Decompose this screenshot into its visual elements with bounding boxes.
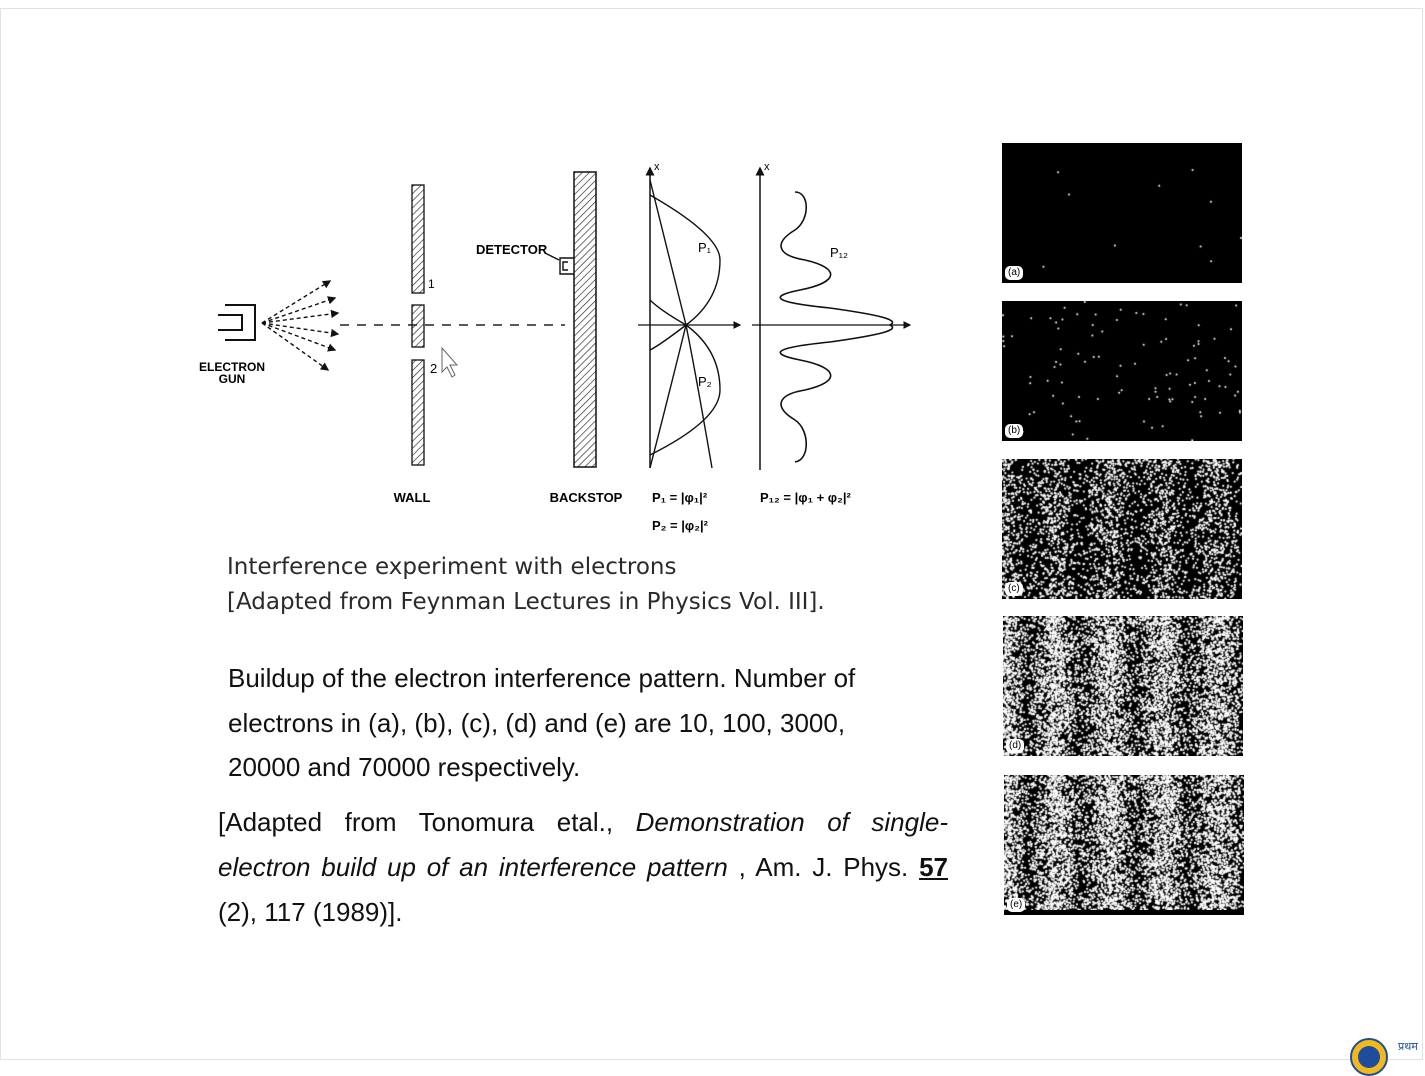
electron-gun-label: ELECTRON [199,360,265,374]
cursor-icon [441,346,459,378]
backstop-label: BACKSTOP [550,490,623,505]
detector-icon [544,252,574,275]
panel-d: (d) [1003,616,1243,756]
logo-text: प्रथम [1398,1042,1418,1053]
caption-line-1: Interference experiment with electrons [227,554,677,580]
institute-logo-icon [1350,1038,1388,1076]
wall [411,184,425,466]
two-slit-diagram: ELECTRON GUN 1 2 DETECTOR x P₁ P [199,161,912,533]
panel-c: (c) [1002,459,1242,599]
panel-d-dots [1003,616,1243,756]
electron-gun-label-2: GUN [219,372,246,386]
formula-p12: P₁₂ = |φ₁ + φ₂|² [760,490,851,505]
reference-volume: 57 [919,852,948,882]
svg-text:P₁₂: P₁₂ [830,245,848,260]
reference-title: Demonstration of single-electron build u… [218,807,948,882]
svg-text:x: x [764,161,770,173]
slide-frame [0,8,1423,1060]
panel-b: (b) [1002,301,1242,441]
formula-p2: P₂ = |φ₂|² [652,518,709,533]
svg-text:P₁: P₁ [698,240,712,255]
buildup-line-2: electrons in (a), (b), (c), (d) and (e) … [228,707,846,738]
slit-1-label: 1 [428,277,435,291]
caption-line-2: [Adapted from Feynman Lectures in Physic… [227,589,825,615]
panel-b-label: (b) [1005,424,1024,438]
panel-a-dots [1002,143,1242,283]
backstop [573,171,597,468]
panel-a: (a) [1002,143,1242,283]
panel-e-dots [1004,775,1244,910]
panel-a-label: (a) [1005,266,1024,280]
panel-c-dots [1002,459,1242,599]
svg-text:x: x [654,161,660,173]
panel-d-label: (d) [1006,739,1025,753]
reference-mid: , Am. J. Phys. [727,852,920,882]
single-slit-plot: x P₁ P₂ [638,161,742,469]
svg-text:P₂: P₂ [698,374,712,389]
tonomura-reference: [Adapted from Tonomura etal., Demonstrat… [218,800,948,935]
panel-c-label: (c) [1005,582,1023,596]
detector-label: DETECTOR [476,242,548,257]
interference-plot: x P₁₂ [752,161,912,470]
feynman-caption: Interference experiment with electrons [… [227,550,825,620]
electron-spray [261,280,340,371]
slit-2-label: 2 [430,361,437,376]
electron-gun-icon [218,304,256,341]
wall-label: WALL [394,490,431,505]
panel-e: (e) [1004,775,1244,915]
panel-b-dots [1002,301,1242,441]
panel-e-label: (e) [1007,898,1026,912]
buildup-description: Buildup of the electron interference pat… [228,656,968,790]
reference-prefix: [Adapted from Tonomura etal., [218,807,636,837]
buildup-line-1: Buildup of the electron interference pat… [228,663,856,693]
reference-suffix: (2), 117 (1989)]. [218,897,403,927]
formula-p1: P₁ = |φ₁|² [652,490,708,505]
buildup-line-3: 20000 and 70000 respectively. [228,752,581,782]
